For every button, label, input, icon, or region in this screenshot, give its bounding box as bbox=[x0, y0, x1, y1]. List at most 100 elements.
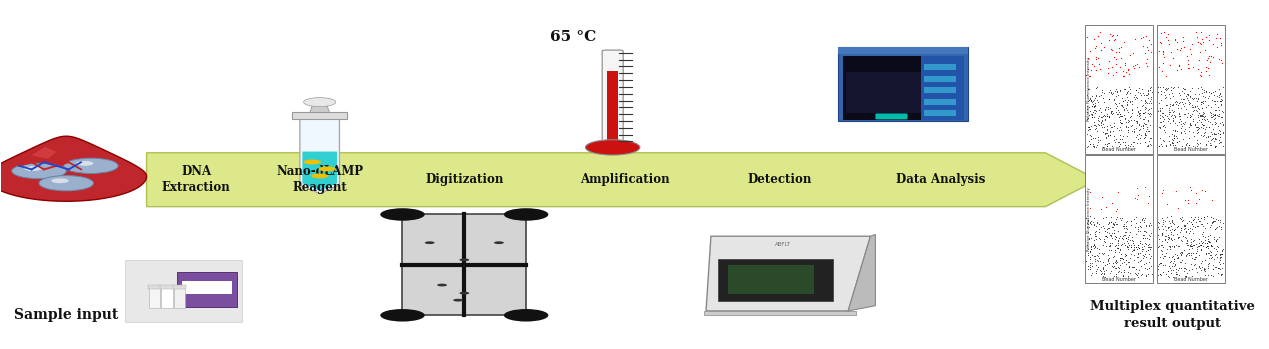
Point bbox=[1126, 224, 1146, 230]
Point bbox=[1109, 233, 1129, 239]
Point bbox=[1113, 236, 1133, 242]
Point bbox=[1165, 120, 1185, 126]
Point bbox=[1151, 272, 1171, 277]
Point bbox=[1124, 265, 1145, 270]
Point bbox=[1183, 102, 1203, 107]
Point bbox=[1190, 113, 1211, 119]
Point bbox=[1117, 90, 1137, 96]
Point bbox=[1107, 125, 1127, 131]
Point bbox=[1084, 135, 1104, 141]
Point bbox=[1082, 103, 1103, 109]
Point bbox=[1178, 243, 1198, 248]
Point bbox=[1081, 244, 1101, 250]
Point bbox=[1173, 251, 1193, 256]
Point bbox=[1209, 266, 1230, 272]
Point bbox=[1084, 222, 1104, 227]
Point bbox=[1167, 46, 1188, 52]
Point bbox=[1118, 142, 1138, 148]
Point bbox=[1162, 116, 1183, 121]
Point bbox=[1192, 231, 1212, 237]
Point bbox=[1148, 219, 1169, 225]
Point bbox=[1110, 255, 1131, 261]
Point bbox=[1179, 142, 1199, 148]
Point bbox=[1190, 101, 1211, 106]
Point bbox=[1123, 143, 1143, 149]
Point bbox=[1138, 143, 1159, 149]
Point bbox=[1181, 51, 1202, 57]
Point bbox=[1129, 241, 1150, 246]
Point bbox=[1098, 66, 1118, 71]
Point bbox=[1137, 118, 1157, 124]
Point bbox=[1170, 260, 1190, 265]
Point bbox=[1198, 53, 1218, 59]
Point bbox=[1189, 111, 1209, 116]
Point bbox=[1136, 128, 1156, 134]
Point bbox=[1176, 273, 1197, 279]
Point bbox=[1086, 258, 1107, 263]
Point bbox=[1138, 87, 1159, 93]
Point bbox=[1192, 105, 1212, 111]
Point bbox=[1200, 90, 1221, 95]
Point bbox=[1197, 57, 1217, 63]
Point bbox=[1076, 73, 1096, 78]
Point bbox=[1114, 106, 1134, 112]
Point bbox=[1193, 100, 1213, 105]
Circle shape bbox=[24, 166, 42, 171]
Point bbox=[1089, 246, 1109, 252]
Point bbox=[1100, 132, 1121, 138]
Point bbox=[1104, 223, 1124, 228]
Point bbox=[1183, 230, 1203, 236]
Point bbox=[1171, 88, 1192, 94]
Point bbox=[1080, 48, 1100, 53]
Point bbox=[1159, 108, 1179, 113]
Point bbox=[1134, 252, 1155, 257]
Point bbox=[1110, 117, 1131, 122]
Point bbox=[1185, 103, 1206, 109]
Point bbox=[1077, 110, 1098, 115]
Point bbox=[1161, 258, 1181, 263]
Point bbox=[1134, 240, 1155, 246]
Point bbox=[1089, 229, 1109, 235]
Point bbox=[1089, 221, 1109, 226]
Point bbox=[1165, 261, 1185, 267]
Point bbox=[1212, 265, 1232, 270]
Point bbox=[1095, 131, 1115, 136]
Point bbox=[1086, 245, 1107, 251]
Point bbox=[1148, 89, 1169, 95]
Point bbox=[1128, 244, 1148, 250]
Circle shape bbox=[319, 166, 336, 171]
Point bbox=[1110, 113, 1131, 119]
Point bbox=[1110, 246, 1131, 252]
Point bbox=[1079, 235, 1099, 241]
Point bbox=[1127, 112, 1147, 118]
Point bbox=[1188, 96, 1208, 101]
Point bbox=[1148, 272, 1169, 277]
Point bbox=[1082, 263, 1103, 269]
Point bbox=[1141, 221, 1161, 226]
Point bbox=[1117, 90, 1137, 95]
Point bbox=[1176, 94, 1197, 99]
Point bbox=[1152, 255, 1173, 261]
Point bbox=[1113, 235, 1133, 241]
Point bbox=[1204, 116, 1225, 122]
Point bbox=[1150, 119, 1170, 125]
Point bbox=[1180, 112, 1200, 118]
Point bbox=[1099, 230, 1119, 236]
Point bbox=[1211, 98, 1231, 104]
Point bbox=[1199, 125, 1220, 130]
Point bbox=[1159, 274, 1179, 279]
Point bbox=[1167, 224, 1188, 230]
Point bbox=[1141, 41, 1161, 47]
Point bbox=[1173, 214, 1193, 220]
Point bbox=[1157, 113, 1178, 119]
Point bbox=[1105, 259, 1126, 265]
Point bbox=[1140, 122, 1160, 128]
Point bbox=[1200, 114, 1221, 120]
Point bbox=[1100, 133, 1121, 138]
Point bbox=[1140, 233, 1160, 239]
Point bbox=[1207, 251, 1227, 257]
Point bbox=[1133, 261, 1154, 266]
Point bbox=[1184, 107, 1204, 112]
Point bbox=[1203, 111, 1223, 117]
Point bbox=[1088, 220, 1108, 225]
